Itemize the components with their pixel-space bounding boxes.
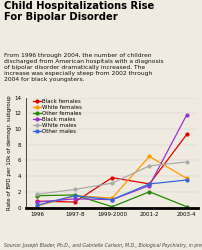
Line: White males: White males [36,160,188,196]
Black males [111,198,113,201]
White males [111,182,113,185]
Other females [186,205,188,208]
White males [148,164,151,167]
Other males [74,194,76,197]
Other females [148,190,151,193]
Text: Source: Joseph Blader, Ph.D., and Gabrielle Carlson, M.D., Biological Psychiatry: Source: Joseph Blader, Ph.D., and Gabrie… [4,242,202,248]
Y-axis label: Rate of BPD per 10k of demogr. subgroup: Rate of BPD per 10k of demogr. subgroup [7,95,12,210]
Black males [36,200,39,203]
White females [148,155,151,158]
Black females [111,176,113,179]
Other males [36,204,39,207]
White females [111,196,113,200]
Other males [186,178,188,182]
White females [74,194,76,197]
Line: Other males: Other males [36,178,188,206]
White males [36,193,39,196]
Black males [148,184,151,187]
Other females [74,194,76,196]
Line: Other females: Other females [36,190,188,208]
Legend: Black females, White females, Other females, Black males, White males, Other mal: Black females, White females, Other fema… [33,98,83,135]
Black females [36,200,39,203]
Line: Black females: Black females [36,133,188,204]
Black females [74,200,76,203]
Black males [186,113,188,116]
White males [74,188,76,191]
White males [186,160,188,164]
Text: Child Hospitalizations Rise
For Bipolar Disorder: Child Hospitalizations Rise For Bipolar … [4,1,154,22]
Black males [74,197,76,200]
Other females [36,194,39,197]
Line: White females: White females [36,155,188,207]
Line: Black males: Black males [36,114,188,204]
Black females [186,133,188,136]
Other males [111,198,113,201]
White females [36,204,39,208]
Other males [148,182,151,186]
Other females [111,205,113,208]
Text: From 1996 through 2004, the number of children
discharged from American hospital: From 1996 through 2004, the number of ch… [4,52,164,82]
White females [186,177,188,180]
Black females [148,182,151,186]
